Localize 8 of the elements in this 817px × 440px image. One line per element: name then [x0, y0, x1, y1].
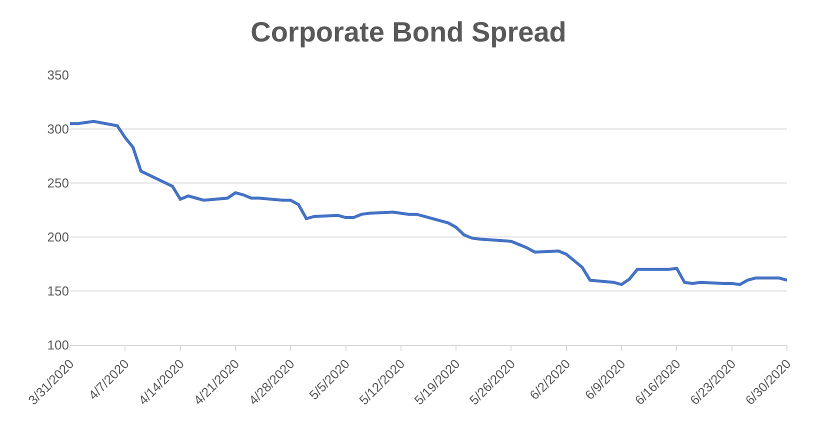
y-tick-label: 350	[47, 68, 69, 83]
y-tick-label: 150	[47, 284, 69, 299]
y-tick-label: 250	[47, 176, 69, 191]
y-tick-label: 100	[47, 338, 69, 353]
y-tick-label: 300	[47, 122, 69, 137]
chart-title: Corporate Bond Spread	[250, 16, 566, 48]
line-series	[70, 120, 787, 286]
y-tick-label: 200	[47, 230, 69, 245]
